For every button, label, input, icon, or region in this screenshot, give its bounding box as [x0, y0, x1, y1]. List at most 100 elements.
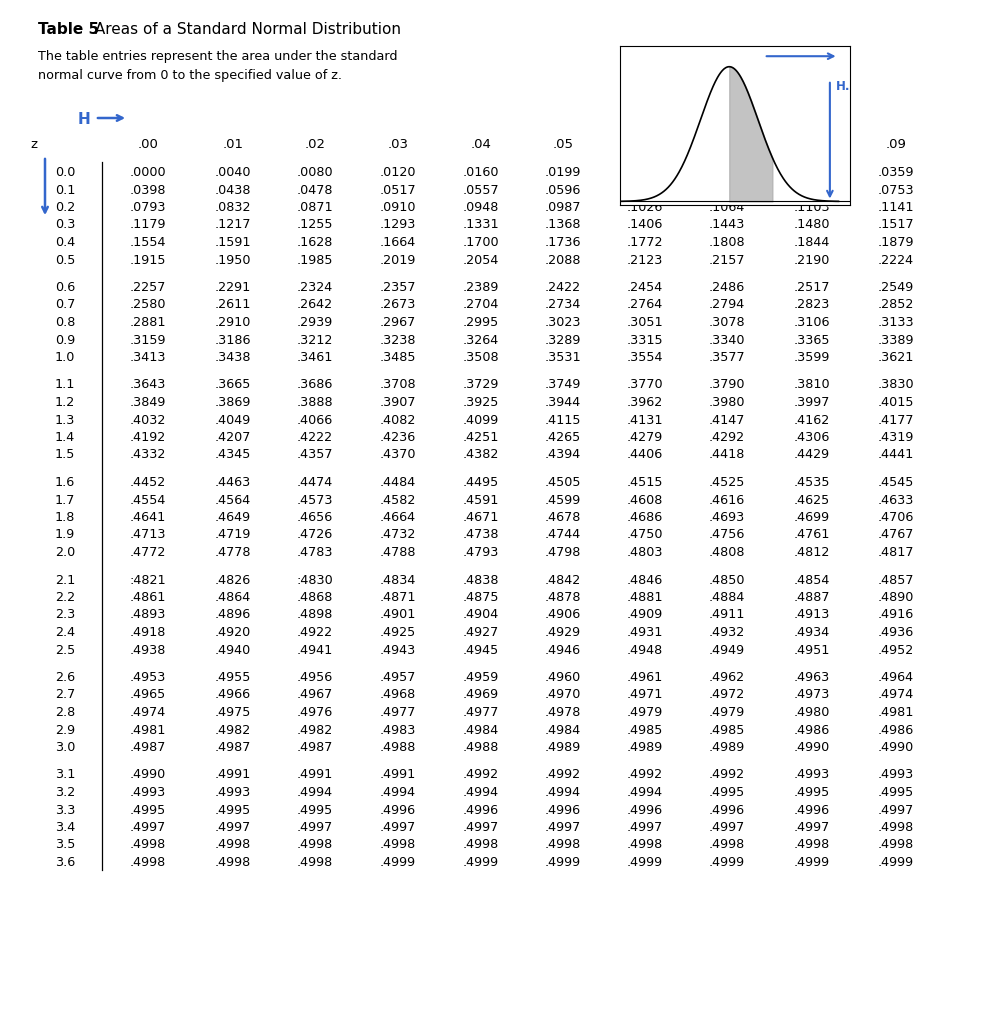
Text: .2995: .2995	[463, 316, 499, 329]
Text: .4998: .4998	[463, 839, 499, 852]
Text: .0910: .0910	[380, 201, 416, 214]
Text: .4370: .4370	[380, 449, 416, 462]
Text: .0080: .0080	[297, 166, 333, 179]
Text: 2.7: 2.7	[55, 688, 75, 701]
Text: .4484: .4484	[380, 476, 416, 489]
Text: 2.2: 2.2	[55, 591, 75, 604]
Text: .0359: .0359	[878, 166, 914, 179]
Text: z: z	[30, 138, 37, 151]
Text: .4713: .4713	[130, 528, 166, 542]
Text: .1591: .1591	[215, 236, 251, 249]
Text: .4279: .4279	[627, 431, 663, 444]
Text: .4953: .4953	[130, 671, 166, 684]
Text: .4966: .4966	[215, 688, 251, 701]
Text: .4591: .4591	[463, 494, 499, 507]
Text: 1.4: 1.4	[55, 431, 75, 444]
Text: .4162: .4162	[794, 414, 830, 427]
Text: .3849: .3849	[130, 396, 166, 409]
Text: .3869: .3869	[215, 396, 251, 409]
Text: .0517: .0517	[380, 183, 416, 197]
Text: .3133: .3133	[878, 316, 914, 329]
Text: .3340: .3340	[709, 334, 745, 346]
Text: .2881: .2881	[130, 316, 166, 329]
Text: .4049: .4049	[215, 414, 251, 427]
Text: .4999: .4999	[627, 856, 663, 869]
Text: .2517: .2517	[794, 281, 830, 294]
Text: .4989: .4989	[627, 741, 663, 754]
Text: .4236: .4236	[380, 431, 416, 444]
Text: .4984: .4984	[463, 724, 499, 736]
Text: .4474: .4474	[297, 476, 333, 489]
Text: .4990: .4990	[794, 741, 830, 754]
Text: .4999: .4999	[878, 856, 914, 869]
Text: .4649: .4649	[215, 511, 251, 524]
Text: .4922: .4922	[297, 626, 333, 639]
Text: .4960: .4960	[545, 671, 581, 684]
Text: 1.2: 1.2	[55, 396, 75, 409]
Text: .2054: .2054	[463, 254, 499, 266]
Text: .4997: .4997	[130, 821, 166, 834]
Text: .4931: .4931	[627, 626, 663, 639]
Text: .2088: .2088	[545, 254, 581, 266]
Text: .05: .05	[552, 138, 574, 151]
Text: .4345: .4345	[215, 449, 251, 462]
Text: .4920: .4920	[215, 626, 251, 639]
Text: .4974: .4974	[878, 688, 914, 701]
Text: .0793: .0793	[130, 201, 166, 214]
Text: .4382: .4382	[463, 449, 499, 462]
Text: .3749: .3749	[545, 379, 581, 391]
Text: .1736: .1736	[545, 236, 581, 249]
Text: .4463: .4463	[215, 476, 251, 489]
Text: .4099: .4099	[463, 414, 499, 427]
Text: .3438: .3438	[215, 351, 251, 364]
Text: .4979: .4979	[709, 706, 745, 719]
Text: .0675: .0675	[709, 183, 745, 197]
Text: .3621: .3621	[878, 351, 914, 364]
Text: .4959: .4959	[463, 671, 499, 684]
Text: .4985: .4985	[627, 724, 663, 736]
Text: .3106: .3106	[794, 316, 830, 329]
Text: .4429: .4429	[794, 449, 830, 462]
Text: .4951: .4951	[794, 643, 830, 656]
Text: .0478: .0478	[297, 183, 333, 197]
Text: .2257: .2257	[130, 281, 166, 294]
Text: .2549: .2549	[878, 281, 914, 294]
Text: .4997: .4997	[878, 804, 914, 816]
Text: .1141: .1141	[878, 201, 914, 214]
Text: .3980: .3980	[709, 396, 745, 409]
Text: .3365: .3365	[794, 334, 830, 346]
Text: .4940: .4940	[215, 643, 251, 656]
Text: 1.5: 1.5	[55, 449, 75, 462]
Text: .3962: .3962	[627, 396, 663, 409]
Text: .3023: .3023	[545, 316, 581, 329]
Text: .0557: .0557	[463, 183, 499, 197]
Text: .4995: .4995	[709, 786, 745, 799]
Text: .4971: .4971	[627, 688, 663, 701]
Text: .4783: .4783	[297, 546, 333, 559]
Text: :4830: :4830	[297, 573, 333, 587]
Text: .09: .09	[886, 138, 906, 151]
Text: .3051: .3051	[627, 316, 663, 329]
Text: .4927: .4927	[463, 626, 499, 639]
Text: .4756: .4756	[709, 528, 745, 542]
Text: .2454: .2454	[627, 281, 663, 294]
Text: .2673: .2673	[380, 299, 416, 311]
Text: .4963: .4963	[794, 671, 830, 684]
Text: .3186: .3186	[215, 334, 251, 346]
Text: .4693: .4693	[709, 511, 745, 524]
Text: .4761: .4761	[794, 528, 830, 542]
Text: .4878: .4878	[545, 591, 581, 604]
Text: .1664: .1664	[380, 236, 416, 249]
Text: 3.3: 3.3	[55, 804, 75, 816]
Text: .3212: .3212	[297, 334, 333, 346]
Text: .01: .01	[222, 138, 244, 151]
Text: .4850: .4850	[709, 573, 745, 587]
Text: .4986: .4986	[794, 724, 830, 736]
Text: .4898: .4898	[297, 608, 333, 622]
Text: .4251: .4251	[463, 431, 499, 444]
Text: .4994: .4994	[297, 786, 333, 799]
Text: 1.7: 1.7	[55, 494, 75, 507]
Text: .0239: .0239	[627, 166, 663, 179]
Text: .4990: .4990	[878, 741, 914, 754]
Text: .4332: .4332	[130, 449, 166, 462]
